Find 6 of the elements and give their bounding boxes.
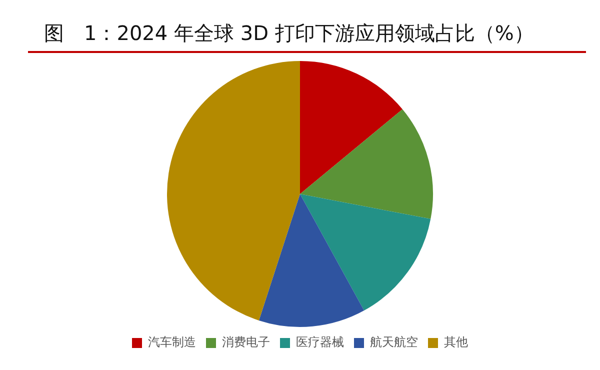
legend-label: 医疗器械 bbox=[296, 335, 344, 350]
legend-label: 汽车制造 bbox=[148, 335, 196, 350]
legend-label: 消费电子 bbox=[222, 335, 270, 350]
legend-label: 航天航空 bbox=[370, 335, 418, 350]
chart-title: 图 1：2024 年全球 3D 打印下游应用领域占比（%） bbox=[43, 20, 535, 47]
legend-label: 其他 bbox=[444, 335, 468, 350]
